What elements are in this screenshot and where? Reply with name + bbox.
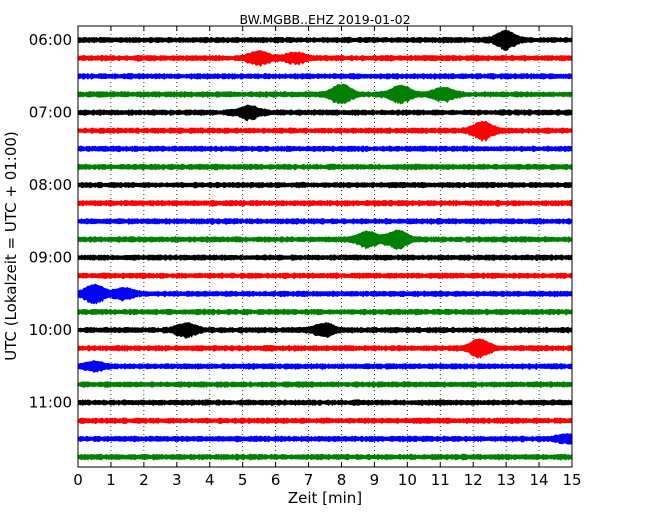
x-tick-label: 15 [562, 471, 581, 489]
seismogram-traces [77, 29, 573, 461]
y-tick-label: 09:00 [29, 249, 72, 267]
x-tick-label: 0 [73, 471, 83, 489]
trace-row-5 [77, 120, 573, 143]
trace-row-7 [77, 163, 573, 171]
trace-row-10 [77, 218, 573, 225]
grid-lines [110, 26, 540, 467]
x-tick-label: 9 [370, 471, 380, 489]
trace-row-11 [77, 229, 573, 250]
trace-row-2 [77, 72, 573, 80]
x-tick-label: 3 [172, 471, 182, 489]
x-tick-label: 14 [530, 471, 549, 489]
trace-row-1 [77, 50, 573, 68]
trace-row-19 [77, 381, 573, 389]
trace-row-17 [77, 338, 573, 359]
trace-row-23 [77, 453, 573, 461]
x-tick-label: 5 [238, 471, 248, 489]
chart-title: BW.MGBB..EHZ 2019-01-02 [239, 12, 410, 27]
y-tick-label: 11:00 [29, 394, 72, 412]
x-tick-label: 13 [497, 471, 516, 489]
trace-row-4 [77, 104, 573, 122]
x-tick-label: 7 [304, 471, 314, 489]
trace-row-16 [77, 321, 573, 339]
y-axis-label: UTC (Lokalzeit = UTC + 01:00) [2, 131, 20, 361]
trace-row-15 [77, 308, 573, 316]
trace-row-9 [77, 199, 573, 207]
x-axis-label: Zeit [min] [288, 489, 362, 507]
x-tick-label: 2 [139, 471, 149, 489]
y-tick-labels: 06:00 07:00 08:00 09:00 10:00 11:00 [29, 31, 72, 412]
trace-row-22 [77, 432, 573, 445]
trace-row-0 [77, 29, 573, 51]
y-tick-label: 10:00 [29, 321, 72, 339]
x-tick-label: 4 [205, 471, 215, 489]
trace-row-8 [77, 181, 573, 189]
x-tick-label: 6 [271, 471, 281, 489]
y-tick-label: 08:00 [29, 176, 72, 194]
x-tick-labels: 0 1 2 3 4 5 6 7 8 9 10 11 12 13 14 15 [73, 471, 581, 489]
axis-ticks [77, 26, 573, 467]
x-tick-label: 1 [106, 471, 116, 489]
y-tick-label: 07:00 [29, 104, 72, 122]
trace-row-14 [77, 283, 573, 305]
plot-frame [77, 25, 573, 468]
trace-row-12 [77, 254, 573, 262]
x-tick-label: 12 [464, 471, 483, 489]
y-tick-label: 06:00 [29, 31, 72, 49]
x-tick-label: 11 [431, 471, 450, 489]
trace-row-13 [77, 272, 573, 280]
trace-row-3 [77, 83, 573, 105]
trace-row-18 [77, 360, 573, 374]
trace-row-20 [77, 399, 573, 407]
trace-row-6 [77, 145, 573, 153]
x-tick-label: 8 [337, 471, 347, 489]
x-tick-label: 10 [398, 471, 417, 489]
trace-row-21 [77, 417, 573, 425]
